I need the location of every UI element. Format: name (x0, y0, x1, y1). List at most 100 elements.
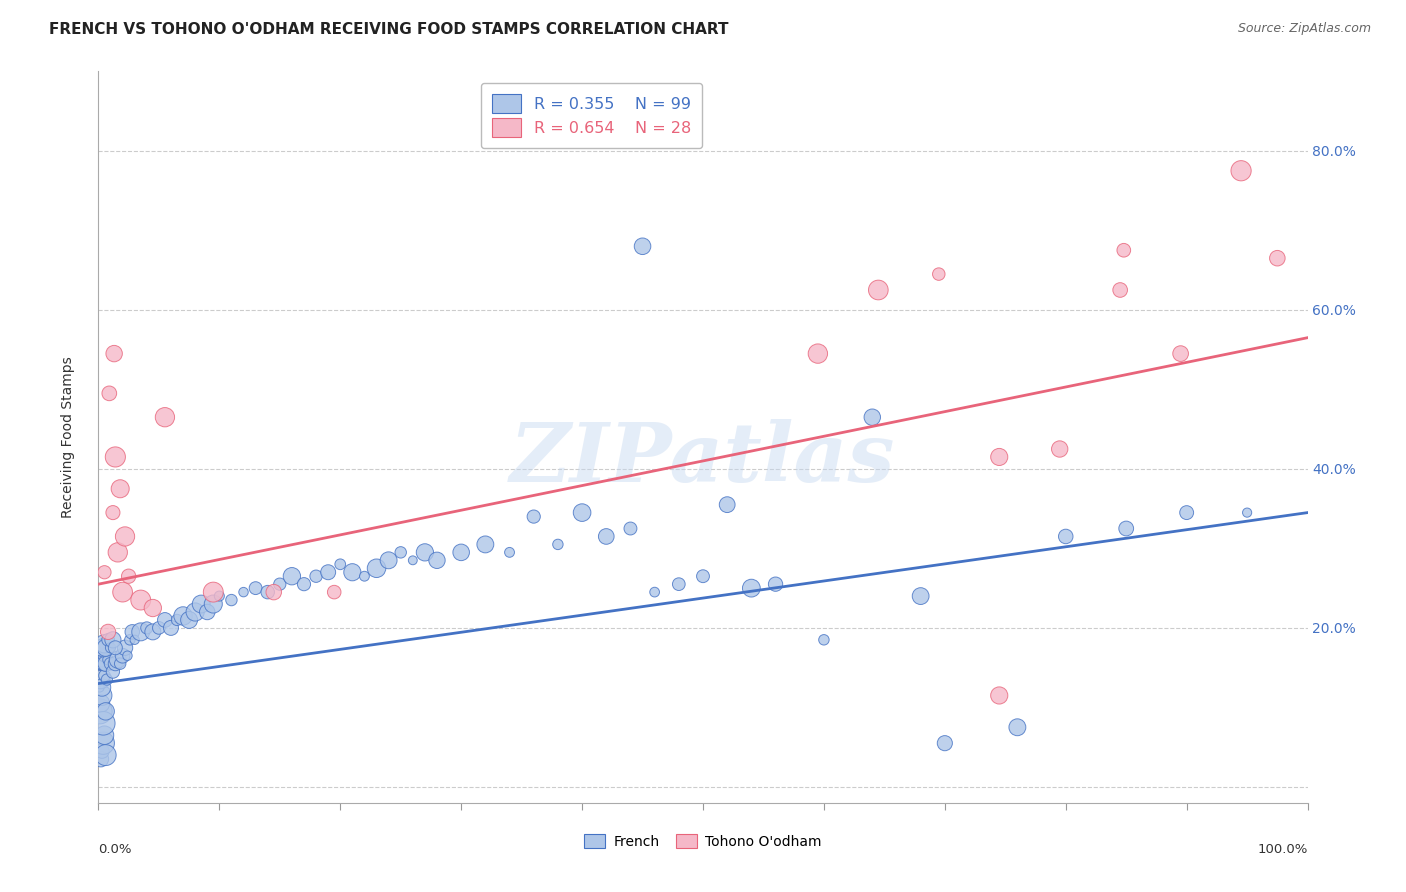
Point (928, 267, 950, 281)
Point (94, 640, 117, 655)
Point (94, 748, 117, 763)
Point (474, 537, 496, 551)
Point (90, 640, 112, 655)
Point (111, 648, 134, 663)
Point (91, 653, 114, 667)
Point (426, 553, 449, 567)
Point (97, 653, 120, 667)
Point (305, 569, 328, 583)
Y-axis label: Receiving Food Stamps: Receiving Food Stamps (60, 356, 75, 518)
Point (807, 346, 830, 360)
Point (402, 553, 425, 567)
Point (114, 640, 136, 655)
Point (94, 705, 117, 719)
Point (103, 346, 125, 360)
Point (142, 624, 165, 639)
Point (292, 577, 315, 591)
Point (860, 410, 883, 425)
Point (208, 589, 231, 603)
Point (342, 566, 364, 580)
Point (98, 386, 121, 401)
Point (96, 673, 118, 687)
Legend: French, Tohono O'odham: French, Tohono O'odham (579, 829, 827, 855)
Point (389, 545, 412, 559)
Point (97, 632, 120, 647)
Point (221, 593, 243, 607)
Point (101, 632, 124, 647)
Point (90, 697, 112, 711)
Point (1175, 506, 1198, 520)
Point (523, 509, 546, 524)
Point (595, 529, 617, 543)
Point (93, 668, 115, 682)
Point (377, 553, 399, 567)
Point (1112, 244, 1135, 258)
Point (988, 689, 1011, 703)
Point (1054, 529, 1077, 543)
Point (195, 605, 218, 619)
Point (692, 569, 714, 583)
Point (142, 601, 165, 615)
Point (631, 239, 654, 253)
Point (90, 657, 112, 671)
Point (910, 589, 932, 603)
Point (91, 640, 114, 655)
Point (450, 545, 472, 559)
Point (190, 597, 212, 611)
Point (934, 736, 956, 750)
Point (813, 632, 835, 647)
Text: FRENCH VS TOHONO O'ODHAM RECEIVING FOOD STAMPS CORRELATION CHART: FRENCH VS TOHONO O'ODHAM RECEIVING FOOD … (49, 22, 728, 37)
Point (89, 681, 111, 695)
Point (90, 752, 112, 766)
Point (316, 566, 339, 580)
Point (1049, 442, 1071, 456)
Point (153, 613, 176, 627)
Point (89, 657, 111, 671)
Point (153, 410, 176, 425)
Point (107, 545, 129, 559)
Text: Source: ZipAtlas.com: Source: ZipAtlas.com (1237, 22, 1371, 36)
Point (644, 585, 666, 599)
Point (91, 689, 114, 703)
Point (329, 558, 352, 572)
Point (100, 640, 122, 655)
Point (413, 545, 436, 559)
Point (93, 566, 115, 580)
Point (93, 637, 115, 651)
Point (366, 561, 388, 575)
Point (135, 621, 157, 635)
Point (1170, 346, 1192, 360)
Point (281, 569, 304, 583)
Point (172, 609, 194, 624)
Point (91, 657, 114, 671)
Point (89, 705, 111, 719)
Point (91, 716, 114, 731)
Point (121, 624, 143, 639)
Point (101, 665, 124, 679)
Point (232, 585, 254, 599)
Point (323, 585, 346, 599)
Point (179, 613, 201, 627)
Point (108, 482, 131, 496)
Point (269, 577, 291, 591)
Point (101, 506, 124, 520)
Point (1267, 251, 1289, 265)
Point (498, 545, 520, 559)
Point (571, 506, 593, 520)
Point (111, 585, 134, 599)
Point (118, 632, 141, 647)
Point (1115, 521, 1137, 535)
Point (547, 537, 569, 551)
Point (160, 621, 183, 635)
Point (353, 569, 375, 583)
Point (97, 624, 120, 639)
Point (716, 498, 738, 512)
Point (100, 657, 122, 671)
Point (1109, 283, 1132, 297)
Point (1230, 163, 1253, 178)
Point (202, 597, 225, 611)
Point (90, 673, 112, 687)
Text: 100.0%: 100.0% (1257, 843, 1308, 856)
Point (89, 640, 111, 655)
Point (668, 577, 690, 591)
